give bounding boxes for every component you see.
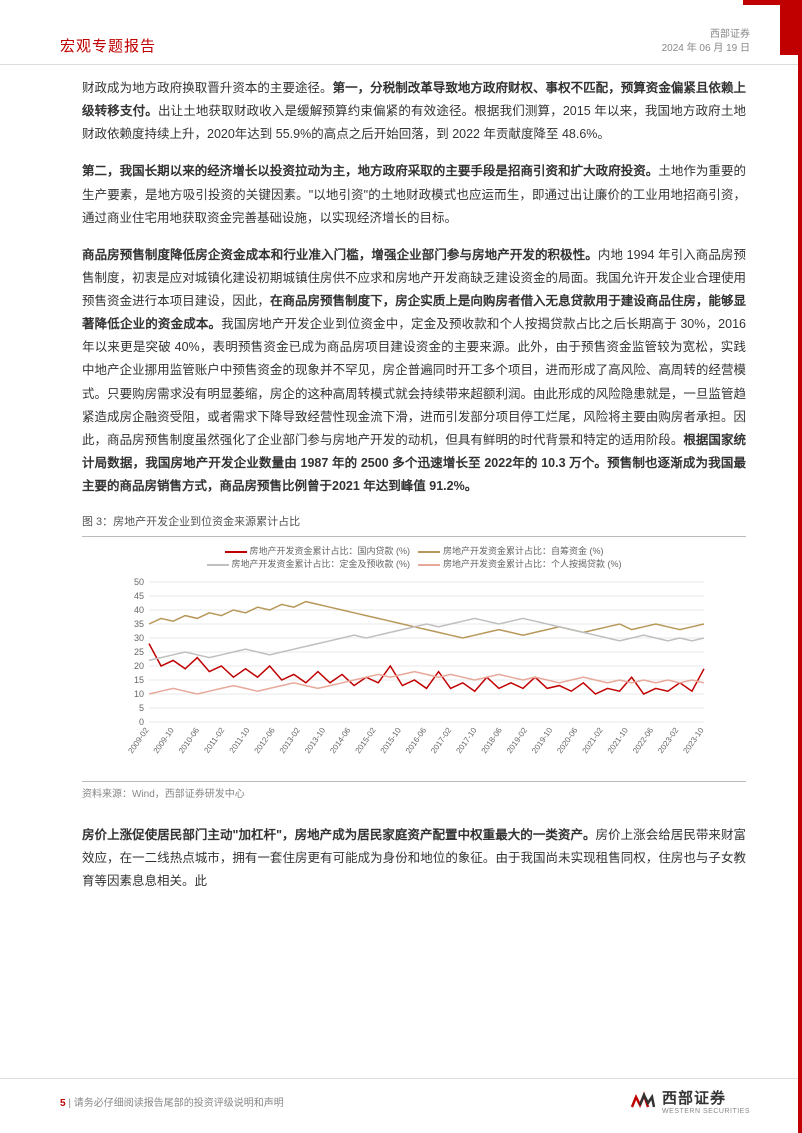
logo-text-block: 西部证券 WESTERN SECURITIES [662,1087,750,1115]
bold-text: 房价上涨促使居民部门主动"加杠杆"，房地产成为居民家庭资产配置中权重最大的一类资… [82,828,596,842]
header-meta: 西部证券 2024 年 06 月 19 日 [662,28,750,56]
svg-text:50: 50 [134,577,144,587]
page-footer: 5 | 请务必仔细阅读报告尾部的投资评级说明和声明 西部证券 WESTERN S… [0,1078,798,1115]
svg-text:2023-10: 2023-10 [681,725,706,755]
paragraph-1: 财政成为地方政府换取晋升资本的主要途径。第一，分税制改革导致地方政府财权、事权不… [82,77,746,146]
svg-text:2013-10: 2013-10 [303,725,328,755]
svg-text:25: 25 [134,647,144,657]
svg-text:2009-10: 2009-10 [152,725,177,755]
svg-text:2019-02: 2019-02 [505,725,530,755]
svg-text:2011-10: 2011-10 [228,725,252,754]
svg-text:30: 30 [134,633,144,643]
svg-text:2009-02: 2009-02 [126,725,151,755]
legend-item: 房地产开发资金累计占比：国内贷款 (%) [225,545,411,558]
svg-text:15: 15 [134,675,144,685]
svg-text:20: 20 [134,661,144,671]
text: 财政成为地方政府换取晋升资本的主要途径。 [82,81,333,95]
figure-source: 资料来源：Wind，西部证券研发中心 [82,786,746,805]
page-header: 宏观专题报告 西部证券 2024 年 06 月 19 日 [0,0,798,65]
svg-text:10: 10 [134,689,144,699]
svg-text:2015-02: 2015-02 [353,725,378,755]
svg-text:2015-10: 2015-10 [379,725,404,755]
svg-text:2023-02: 2023-02 [656,725,681,755]
svg-text:0: 0 [139,717,144,727]
svg-text:2021-10: 2021-10 [606,725,631,755]
svg-text:2019-10: 2019-10 [530,725,555,755]
corner-accent [780,0,798,55]
company-name: 西部证券 [662,28,750,42]
svg-text:35: 35 [134,619,144,629]
logo-subtext: WESTERN SECURITIES [662,1108,750,1115]
chart-legend: 房地产开发资金累计占比：国内贷款 (%) 房地产开发资金累计占比：自筹资金 (%)… [82,545,746,570]
disclaimer: | 请务必仔细阅读报告尾部的投资评级说明和声明 [66,1098,284,1109]
svg-text:2021-02: 2021-02 [581,725,606,755]
report-category: 宏观专题报告 [60,35,156,56]
logo-text: 西部证券 [662,1087,750,1108]
line-chart: 0 5 10 15 20 25 30 35 40 45 50 2009-022009-102010-0… [114,577,714,777]
text: 我国房地产开发企业到位资金中，定金及预收款和个人按揭贷款占比之后长期高于 30%… [82,317,746,447]
paragraph-3: 商品房预售制度降低房企资金成本和行业准入门槛，增强企业部门参与房地产开发的积极性… [82,244,746,498]
svg-text:5: 5 [139,703,144,713]
corner-accent-top [743,0,798,5]
svg-text:2017-02: 2017-02 [429,725,454,755]
svg-text:2022-06: 2022-06 [631,725,656,755]
figure-title: 图 3：房地产开发企业到位资金来源累计占比 [82,512,746,532]
svg-text:2016-06: 2016-06 [404,725,429,755]
svg-text:2017-10: 2017-10 [454,725,479,755]
svg-text:45: 45 [134,591,144,601]
svg-text:2020-06: 2020-06 [555,725,580,755]
footer-left: 5 | 请务必仔细阅读报告尾部的投资评级说明和声明 [60,1094,284,1109]
svg-text:2011-02: 2011-02 [202,725,226,754]
text: 出让土地获取财政收入是缓解预算约束偏紧的有效途径。根据我们测算，2015 年以来… [82,104,746,141]
chart-container: 房地产开发资金累计占比：国内贷款 (%) 房地产开发资金累计占比：自筹资金 (%)… [82,536,746,781]
svg-text:40: 40 [134,605,144,615]
legend-item: 房地产开发资金累计占比：个人按揭贷款 (%) [418,558,622,571]
footer-logo: 西部证券 WESTERN SECURITIES [630,1087,750,1115]
svg-text:2012-06: 2012-06 [253,725,278,755]
report-date: 2024 年 06 月 19 日 [662,42,750,56]
legend-item: 房地产开发资金累计占比：自筹资金 (%) [418,545,604,558]
paragraph-4: 房价上涨促使居民部门主动"加杠杆"，房地产成为居民家庭资产配置中权重最大的一类资… [82,824,746,893]
main-content: 财政成为地方政府换取晋升资本的主要途径。第一，分税制改革导致地方政府财权、事权不… [0,65,798,894]
bold-text: 商品房预售制度降低房企资金成本和行业准入门槛，增强企业部门参与房地产开发的积极性… [82,248,598,262]
svg-text:2013-02: 2013-02 [278,725,303,755]
svg-text:2010-06: 2010-06 [177,725,202,755]
bold-text: 第二，我国长期以来的经济增长以投资拉动为主，地方政府采取的主要手段是招商引资和扩… [82,164,658,178]
logo-icon [630,1091,656,1111]
paragraph-2: 第二，我国长期以来的经济增长以投资拉动为主，地方政府采取的主要手段是招商引资和扩… [82,160,746,229]
svg-text:2018-06: 2018-06 [480,725,505,755]
legend-item: 房地产开发资金累计占比：定金及预收款 (%) [207,558,411,571]
svg-text:2014-06: 2014-06 [328,725,353,755]
